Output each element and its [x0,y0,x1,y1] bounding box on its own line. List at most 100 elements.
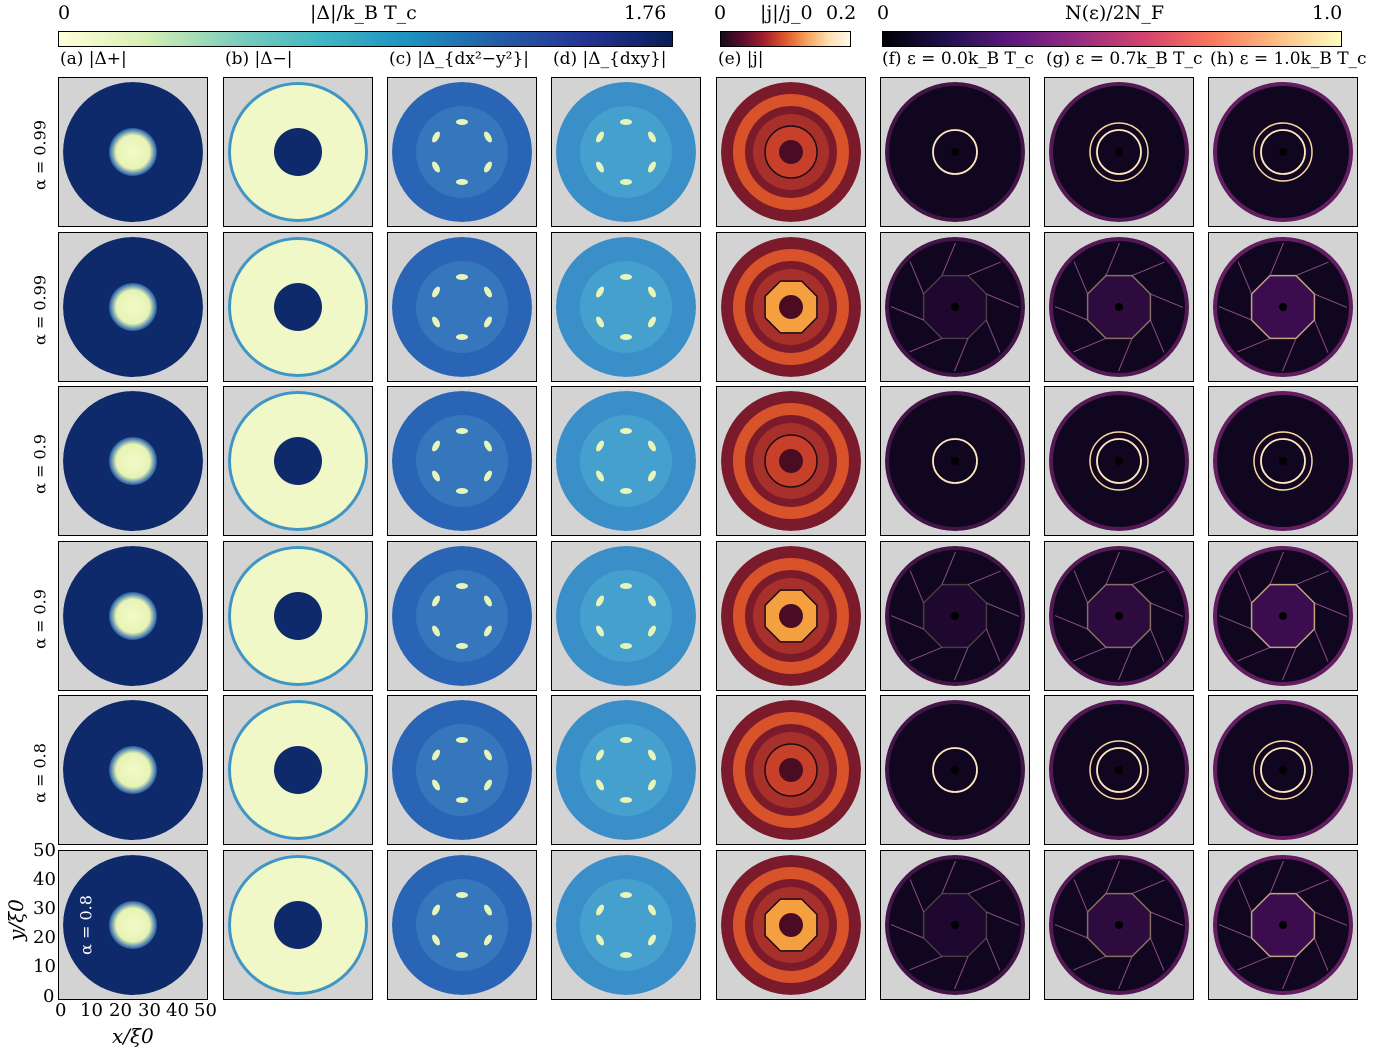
y-tick-40: 40 [33,869,56,890]
panel-f-row6 [880,850,1030,1000]
x-tick-30: 30 [138,1000,161,1021]
panel-d-row2 [551,232,701,382]
colorbar-current-label: |j|/j_0 [760,2,813,24]
panel-map-b-row2 [228,237,368,377]
panel-map-g-row1 [1049,82,1189,222]
panel-e-row5 [716,695,866,845]
panel-b-row3 [223,386,373,536]
panel-map-a-row4 [63,546,203,686]
panel-c-row4 [387,541,537,691]
panel-b-row4 [223,541,373,691]
panel-map-a-row2 [63,237,203,377]
column-title-d: (d) |Δ_{dxy}| [553,49,667,69]
panel-map-a-row5 [63,700,203,840]
panel-map-g-row5 [1049,700,1189,840]
panel-e-row1 [716,77,866,227]
panel-map-h-row5 [1213,700,1353,840]
column-title-g: (g) ε = 0.7k_B T_c [1046,49,1203,69]
panel-map-b-row5 [228,700,368,840]
panel-c-row6 [387,850,537,1000]
panel-map-c-row4 [392,546,532,686]
panel-map-c-row2 [392,237,532,377]
panel-a-row4 [58,541,208,691]
panel-b-row6 [223,850,373,1000]
panel-map-d-row4 [556,546,696,686]
panel-map-e-row1 [721,82,861,222]
panel-a-row1 [58,77,208,227]
panel-e-row4 [716,541,866,691]
panel-map-f-row3 [885,391,1025,531]
colorbar-ldos-bar [882,31,1342,47]
panel-b-row5 [223,695,373,845]
column-title-h: (h) ε = 1.0k_B T_c [1210,49,1367,69]
panel-map-f-row4 [885,546,1025,686]
panel-c-row2 [387,232,537,382]
row-label-2: α = 0.99 [30,274,50,346]
panel-map-d-row5 [556,700,696,840]
panel-map-c-row1 [392,82,532,222]
panel-f-row2 [880,232,1030,382]
colorbar-current-max: 0.2 [826,2,857,24]
colorbar-gap-bar [58,31,673,47]
panel-map-h-row2 [1213,237,1353,377]
panel-f-row5 [880,695,1030,845]
panel-map-h-row3 [1213,391,1353,531]
column-title-c: (c) |Δ_{dx²−y²}| [389,49,530,69]
panel-a-row2 [58,232,208,382]
panel-map-g-row4 [1049,546,1189,686]
panel-a-row5 [58,695,208,845]
x-axis-label: x/ξ0 [112,1024,154,1048]
panel-map-f-row2 [885,237,1025,377]
panel-e-row6 [716,850,866,1000]
x-tick-20: 20 [109,1000,132,1021]
column-title-a: (a) |Δ+| [60,49,127,69]
panel-f-row4 [880,541,1030,691]
panel-d-row4 [551,541,701,691]
panel-map-c-row6 [392,855,532,995]
panel-d-row3 [551,386,701,536]
panel-d-row6 [551,850,701,1000]
panel-h-row4 [1208,541,1358,691]
y-tick-20: 20 [33,927,56,948]
panel-c-row3 [387,386,537,536]
panel-map-e-row5 [721,700,861,840]
panel-map-b-row3 [228,391,368,531]
panel-map-d-row3 [556,391,696,531]
colorbar-gap-max: 1.76 [624,2,667,24]
panel-b-row1 [223,77,373,227]
panel-h-row6 [1208,850,1358,1000]
panel-map-a-row1 [63,82,203,222]
panel-g-row3 [1044,386,1194,536]
column-title-f: (f) ε = 0.0k_B T_c [882,49,1034,69]
panel-map-b-row4 [228,546,368,686]
row-label-5: α = 0.8 [30,743,50,803]
panel-map-e-row3 [721,391,861,531]
panel-map-b-row6 [228,855,368,995]
y-axis-label: y/ξ0 [4,899,28,941]
x-tick-40: 40 [166,1000,189,1021]
panel-h-row1 [1208,77,1358,227]
panel-map-f-row5 [885,700,1025,840]
panel-map-c-row5 [392,700,532,840]
panel-h-row5 [1208,695,1358,845]
panel-map-d-row6 [556,855,696,995]
panel-map-d-row1 [556,82,696,222]
row-label-1: α = 0.99 [30,119,50,191]
colorbar-ldos-min: 0 [877,2,890,24]
panel-map-h-row4 [1213,546,1353,686]
panel-g-row4 [1044,541,1194,691]
panel-g-row1 [1044,77,1194,227]
y-tick-50: 50 [33,840,56,861]
panel-a-row3 [58,386,208,536]
colorbar-gap-label: |Δ|/k_B T_c [310,2,417,24]
panel-map-g-row3 [1049,391,1189,531]
y-tick-10: 10 [33,956,56,977]
panel-e-row3 [716,386,866,536]
panel-map-e-row4 [721,546,861,686]
panel-g-row6 [1044,850,1194,1000]
panel-f-row3 [880,386,1030,536]
column-title-e: (e) |j| [718,49,764,69]
column-title-b: (b) |Δ−| [225,49,293,69]
panel-d-row1 [551,77,701,227]
row-label-4: α = 0.9 [30,589,50,649]
